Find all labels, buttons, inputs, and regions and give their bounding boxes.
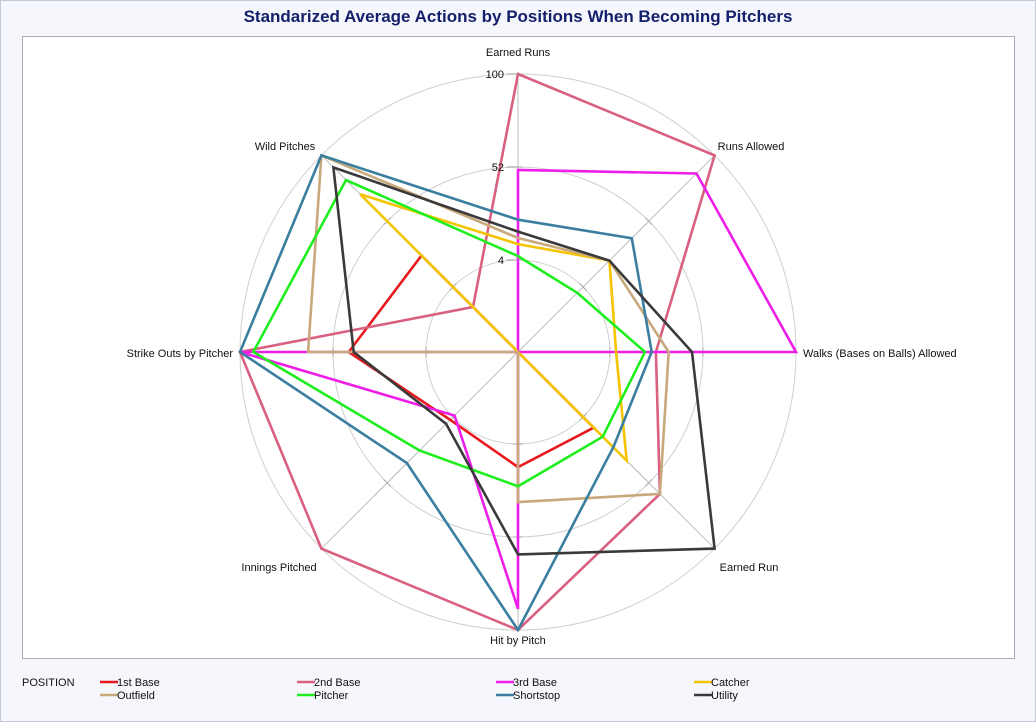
- legend-item-shortstop: Shortstop: [496, 690, 560, 702]
- legend-label: 3rd Base: [513, 677, 557, 689]
- spoke-runs-allowed: [517, 155, 715, 353]
- legend-label: 2nd Base: [314, 677, 360, 689]
- legend-item-1st-base: 1st Base: [100, 677, 160, 689]
- axis-label-innings-pitched: Innings Pitched: [241, 562, 316, 574]
- legend-label: 1st Base: [117, 677, 160, 689]
- spoke-tick: [644, 217, 653, 226]
- series-outfield: [306, 153, 671, 504]
- spoke-tick: [383, 478, 392, 487]
- axis-label-earned-runs: Earned Runs: [486, 47, 551, 59]
- legend-item-outfield: Outfield: [100, 690, 155, 702]
- radial-tick-label: 100: [486, 69, 504, 81]
- spoke-tick: [644, 478, 653, 487]
- radar-series: [238, 72, 799, 633]
- legend-item-3rd-base: 3rd Base: [496, 677, 557, 689]
- series-pitcher: [251, 178, 647, 488]
- axis-label-wild-pitches: Wild Pitches: [255, 141, 316, 153]
- legend-label: Pitcher: [314, 690, 349, 702]
- axis-label-earned-run: Earned Run: [720, 562, 779, 574]
- radial-tick-label: 52: [492, 162, 504, 174]
- legend-title: POSITION: [22, 677, 75, 689]
- axis-labels: Earned Runs Runs Allowed Walks (Bases on B…: [127, 47, 957, 647]
- legend-label: Shortstop: [513, 690, 560, 702]
- legend-item-catcher: Catcher: [694, 677, 750, 689]
- legend: POSITION 1st Base 2nd Base 3rd Base Catcher O…: [22, 677, 750, 702]
- legend-item-utility: Utility: [694, 690, 738, 702]
- series-utility: [331, 165, 717, 556]
- legend-item-2nd-base: 2nd Base: [297, 677, 360, 689]
- legend-item-pitcher: Pitcher: [297, 690, 349, 702]
- axis-label-hit-by-pitch: Hit by Pitch: [490, 635, 546, 647]
- series-shortstop: [238, 153, 654, 633]
- legend-label: Outfield: [117, 690, 155, 702]
- spoke-tick: [579, 283, 587, 291]
- axis-label-walks-bases-on-balls-allowed: Walks (Bases on Balls) Allowed: [803, 348, 957, 360]
- radial-ticks: 4 52 100: [486, 69, 518, 267]
- legend-label: Utility: [711, 690, 738, 702]
- axis-label-runs-allowed: Runs Allowed: [718, 141, 785, 153]
- axis-label-strike-outs-by-pitcher: Strike Outs by Pitcher: [127, 348, 234, 360]
- legend-label: Catcher: [711, 677, 750, 689]
- chart-title: Standarized Average Actions by Positions…: [244, 7, 793, 26]
- radial-tick-label: 4: [498, 255, 504, 267]
